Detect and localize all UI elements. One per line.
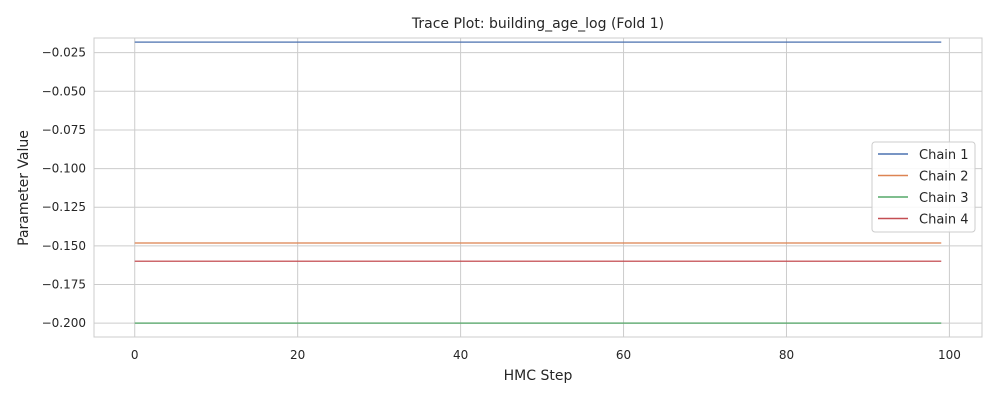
y-tick-label: −0.075 xyxy=(42,123,86,137)
x-tick-label: 100 xyxy=(938,348,961,362)
legend-label-chain-3: Chain 3 xyxy=(919,191,969,206)
y-tick-labels: −0.025 −0.050 −0.075 −0.100 −0.125 −0.150 −0.1… xyxy=(42,46,86,330)
y-tick-label: −0.050 xyxy=(42,84,86,98)
y-tick-label: −0.150 xyxy=(42,239,86,253)
x-tick-label: 80 xyxy=(779,348,794,362)
plot-background xyxy=(94,38,982,337)
y-tick-label: −0.125 xyxy=(42,200,86,214)
legend-box xyxy=(871,141,976,233)
series-lines xyxy=(134,41,942,324)
y-tick-label: −0.200 xyxy=(42,316,86,330)
y-tick-label: −0.100 xyxy=(42,162,86,176)
y-tick-label: −0.175 xyxy=(42,277,86,291)
x-tick-labels: 0 20 40 60 80 100 xyxy=(131,348,961,362)
x-tick-label: 0 xyxy=(131,348,139,362)
x-tick-label: 40 xyxy=(453,348,468,362)
legend-label-chain-2: Chain 2 xyxy=(919,170,969,185)
y-tick-label: −0.025 xyxy=(42,46,86,60)
legend-label-chain-4: Chain 4 xyxy=(919,213,969,228)
x-tick-label: 20 xyxy=(290,348,305,362)
legend-label-chain-1: Chain 1 xyxy=(919,148,969,163)
legend: Chain 1 Chain 2 Chain 3 Chain 4 xyxy=(871,141,976,233)
y-axis-label: Parameter Value xyxy=(16,130,32,246)
chart-title: Trace Plot: building_age_log (Fold 1) xyxy=(411,16,664,32)
x-tick-label: 60 xyxy=(616,348,631,362)
plot-frame xyxy=(93,37,983,338)
x-axis-label: HMC Step xyxy=(504,368,573,384)
